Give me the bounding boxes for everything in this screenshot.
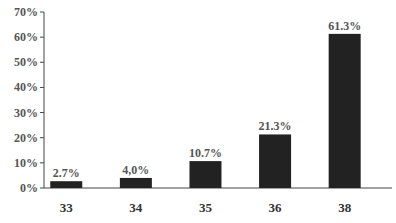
bars <box>50 34 360 188</box>
y-tick <box>40 188 44 189</box>
y-tick-label: 50% <box>14 55 38 69</box>
y-tick-label: 10% <box>14 156 38 170</box>
bar <box>329 34 361 188</box>
y-tick-label: 70% <box>14 5 38 19</box>
x-tick-label: 38 <box>338 200 352 215</box>
data-label: 10.7% <box>189 146 222 160</box>
y-tick-label: 40% <box>14 80 38 94</box>
y-tick <box>40 137 44 138</box>
y-tick <box>40 112 44 113</box>
y-axis <box>44 12 45 188</box>
data-label: 4,0% <box>122 163 149 177</box>
chart: 0% 10% 20% 30% 40% 50% 60% 70% 2.7% 33 4,0% 34 10.7%… <box>0 0 396 223</box>
data-label: 21.3% <box>259 119 292 133</box>
y-tick-label: 20% <box>14 131 38 145</box>
bar <box>189 161 221 188</box>
y-tick-label: 60% <box>14 30 38 44</box>
x-tick-label: 36 <box>269 200 283 215</box>
data-label: 61.3% <box>328 19 361 33</box>
y-tick-label: 0% <box>20 181 38 195</box>
y-tick <box>40 162 44 163</box>
y-tick <box>40 12 44 13</box>
x-tick-label: 33 <box>60 200 74 215</box>
bar <box>259 134 291 188</box>
bar <box>50 181 82 188</box>
y-tick <box>40 87 44 88</box>
x-tick-label: 35 <box>199 200 213 215</box>
bar <box>120 178 152 188</box>
y-tick <box>40 62 44 63</box>
y-tick <box>40 37 44 38</box>
data-label: 2.7% <box>53 166 80 180</box>
y-tick-label: 30% <box>14 106 38 120</box>
x-tick-label: 34 <box>129 200 143 215</box>
